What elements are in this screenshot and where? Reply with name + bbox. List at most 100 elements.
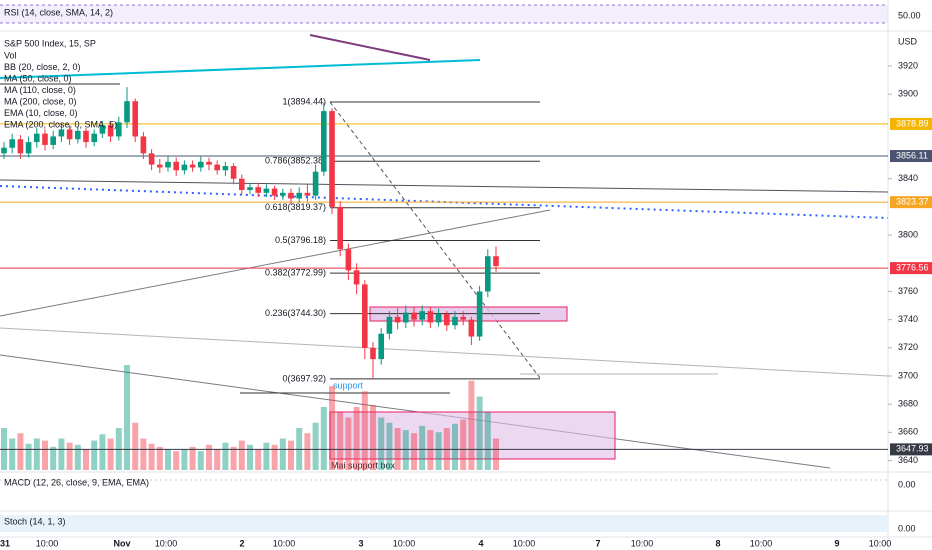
volume-bar bbox=[58, 438, 65, 470]
time-label: 10:00 bbox=[750, 538, 773, 548]
candle-body bbox=[189, 164, 196, 168]
volume-bar bbox=[255, 449, 262, 470]
candle-body bbox=[304, 192, 311, 196]
candle-body bbox=[9, 139, 15, 148]
volume-bar bbox=[238, 440, 245, 470]
volume-bar bbox=[165, 449, 171, 470]
candle-body bbox=[476, 291, 483, 337]
fib-label: 0.382(3772.99) bbox=[265, 268, 326, 278]
candle-body bbox=[34, 133, 40, 143]
volume-bar bbox=[419, 425, 426, 470]
time-label: 9 bbox=[834, 538, 839, 548]
volume-bar bbox=[181, 449, 188, 470]
volume-bar bbox=[484, 412, 491, 470]
time-label: 10:00 bbox=[155, 538, 178, 548]
indicator-label: Vol bbox=[4, 50, 17, 60]
price-tag-label: 3823.37 bbox=[896, 197, 929, 207]
volume-bar bbox=[42, 440, 48, 470]
volume-bar bbox=[140, 438, 147, 470]
volume-bar bbox=[468, 380, 475, 470]
rsi-line bbox=[309, 34, 431, 61]
volume-bar bbox=[493, 438, 499, 470]
volume-bar bbox=[83, 449, 89, 470]
indicator-label: MA (50, close, 0) bbox=[4, 73, 72, 83]
volume-bar bbox=[107, 438, 114, 470]
volume-bar bbox=[476, 396, 483, 470]
y-tick-label: 3640 bbox=[898, 455, 918, 465]
fib-label: 0.786(3852.38) bbox=[265, 156, 326, 166]
candle-body bbox=[198, 161, 204, 168]
currency: USD bbox=[898, 36, 918, 46]
candle-body bbox=[132, 101, 138, 137]
y-tick-label: 3740 bbox=[898, 314, 918, 324]
macd-label: MACD (12, 26, close, 9, EMA, EMA) bbox=[4, 477, 149, 487]
volume-bar bbox=[222, 442, 229, 470]
candle-body bbox=[247, 187, 253, 190]
time-label: 31 bbox=[0, 538, 10, 548]
volume-bar bbox=[91, 440, 98, 470]
candle-body bbox=[280, 192, 286, 196]
y-tick-label: 3900 bbox=[898, 89, 918, 99]
candle-body bbox=[452, 316, 458, 326]
candle-body bbox=[1, 147, 7, 154]
candle-body bbox=[271, 188, 278, 196]
price-tag bbox=[890, 117, 932, 130]
fib-label: 0.618(3819.37) bbox=[265, 202, 326, 212]
price-tag-label: 3856.11 bbox=[896, 150, 928, 160]
candle-body bbox=[157, 164, 163, 168]
candle-body bbox=[337, 206, 343, 250]
time-label: 10:00 bbox=[869, 538, 892, 548]
candle-body bbox=[312, 171, 319, 196]
time-label: 10:00 bbox=[393, 538, 416, 548]
rsi-tick: 50.00 bbox=[898, 10, 921, 20]
time-label: 3 bbox=[358, 538, 363, 548]
price-tag bbox=[890, 443, 932, 456]
stoch-tick: 0.00 bbox=[898, 523, 916, 533]
main-support-box bbox=[329, 411, 616, 460]
volume-bar bbox=[33, 438, 40, 470]
indicator-label: EMA (200, close, 0, SMA, 5) bbox=[4, 119, 117, 129]
y-tick-label: 3660 bbox=[898, 427, 918, 437]
indicator-label: MA (110, close, 0) bbox=[4, 85, 76, 95]
y-tick-label: 3720 bbox=[898, 342, 918, 352]
candle-body bbox=[296, 192, 302, 199]
volume-bar bbox=[132, 422, 139, 470]
volume-bar bbox=[17, 433, 24, 470]
price-tag bbox=[890, 196, 932, 209]
volume-bar bbox=[329, 386, 335, 470]
candle-body bbox=[91, 133, 97, 143]
candle-body bbox=[419, 311, 425, 320]
indicator-label: EMA (10, close, 0) bbox=[4, 108, 78, 118]
volume-bar bbox=[189, 446, 196, 470]
volume-bar bbox=[148, 443, 155, 470]
volume-bar bbox=[271, 444, 278, 470]
volume-bar bbox=[435, 432, 442, 470]
price-tag bbox=[890, 262, 932, 275]
price-tag-label: 3776.56 bbox=[896, 262, 929, 272]
volume-bar bbox=[337, 412, 344, 470]
volume-bar bbox=[173, 451, 180, 470]
volume-bar bbox=[99, 434, 106, 470]
volume-bar bbox=[156, 446, 163, 470]
volume-bar bbox=[411, 433, 417, 470]
trend-line bbox=[0, 327, 889, 377]
fib-label: 0.236(3744.30) bbox=[265, 308, 326, 318]
candle-body bbox=[329, 111, 335, 207]
stoch-band bbox=[0, 515, 888, 532]
volume-bar bbox=[9, 438, 16, 470]
volume-bar bbox=[263, 442, 270, 470]
candle-body bbox=[107, 125, 114, 137]
candle-body bbox=[321, 111, 327, 172]
volume-bar bbox=[402, 430, 409, 470]
volume-bar bbox=[361, 391, 368, 470]
volume-bar bbox=[214, 449, 221, 470]
candle-body bbox=[25, 142, 32, 154]
volume-bar bbox=[370, 404, 376, 470]
fib-label: 0(3697.92) bbox=[282, 373, 326, 383]
indicator-label: BB (20, close, 2, 0) bbox=[4, 62, 81, 72]
rsi-band bbox=[0, 5, 888, 23]
candle-body bbox=[411, 312, 417, 320]
volume-bar bbox=[66, 442, 73, 470]
volume-bar bbox=[206, 444, 212, 470]
